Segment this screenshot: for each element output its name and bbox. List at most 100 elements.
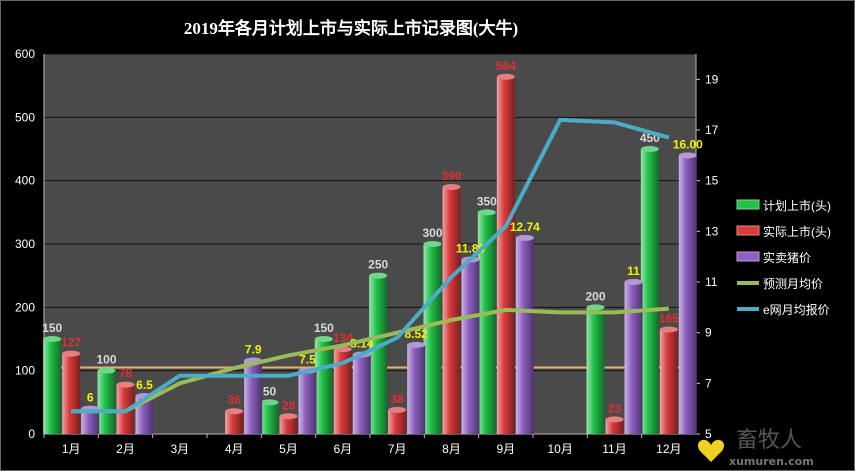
line-series-1 [71,117,670,414]
legend-swatch [736,199,760,210]
x-tick-label: 6月 [333,442,352,456]
bar-cap [225,408,244,415]
data-label: 6 [87,391,94,405]
y2-tick-label: 17 [705,123,719,137]
bar-cap [659,326,678,333]
legend-label: 预测月均价 [763,277,823,291]
legend-swatch [736,225,760,236]
legend-label: 实卖猪价 [763,250,811,265]
x-tick-label: 12月 [656,442,681,456]
data-label: 16.00 [673,137,703,151]
bar-2-0 [81,408,100,434]
x-tick-label: 4月 [225,442,244,456]
x-tick-label: 7月 [388,442,407,456]
bar-2-5 [352,354,371,434]
bar-1-3 [225,411,244,434]
data-label: 7.5 [299,353,316,367]
data-label: 564 [496,59,516,73]
data-label: 78 [119,367,133,381]
data-label: 390 [441,169,461,183]
bar-cap [314,336,333,342]
y2-tick-label: 5 [705,427,712,441]
legend-label: 计划上市(头) [763,198,831,213]
bar-cap [442,184,461,190]
data-label: 200 [585,289,605,303]
bar-1-10 [605,419,624,434]
y-tick-label: 300 [15,237,35,251]
y2-tick-label: 13 [705,224,719,238]
bar-0-10 [586,307,605,434]
data-label: 250 [368,258,388,272]
data-label: 165 [659,312,679,326]
legend-label: 实际上市(头) [763,224,831,239]
y-tick-label: 200 [15,300,35,314]
watermark-chars: 畜牧人 [736,428,802,453]
bar-0-0 [43,339,62,434]
x-tick-label: 1月 [62,442,81,456]
y-tick-label: 400 [15,174,35,188]
data-label: 11 [627,264,640,278]
data-label: 134 [333,331,353,345]
bar-2-3 [244,360,263,434]
bar-cap [515,234,534,241]
bar-0-6 [369,275,388,434]
x-tick-label: 3月 [170,442,189,456]
bar-2-10 [624,282,643,434]
bar-0-8 [477,212,496,434]
bar-cap [62,350,81,357]
x-tick-label: 8月 [442,442,461,456]
bar-cap [624,279,643,285]
y-tick-label: 500 [15,110,35,124]
bar-cap [369,272,388,279]
bar-cap [640,146,659,152]
bar-2-7 [461,259,480,434]
bar-0-1 [97,370,116,434]
bar-cap [279,413,298,420]
y2-tick-label: 11 [705,275,718,289]
chart-title: 2019年各月计划上市与实际上市记录图(大牛) [184,18,518,38]
bar-1-7 [442,187,461,434]
bar-cap [605,416,624,423]
legend-swatch [736,251,760,262]
bar-cap [407,341,426,348]
bar-2-4 [298,370,317,434]
bar-cap [388,406,407,413]
data-label: 12.74 [510,220,540,234]
bar-0-4 [260,402,279,434]
heart-icon [697,439,725,462]
bar-2-8 [515,237,534,434]
line-series-0 [71,306,669,414]
data-label: 28 [282,398,296,412]
y2-tick-label: 15 [705,174,719,188]
bar-1-4 [279,416,298,434]
data-label: 6.5 [136,378,153,392]
y-tick-label: 100 [15,364,35,378]
watermark-url: xumuren.com [729,455,814,468]
bar-1-5 [333,349,352,434]
data-label: 350 [477,194,497,208]
data-label: 23 [608,401,622,415]
data-label: 38 [390,392,404,406]
y2-tick-label: 19 [705,72,719,86]
y2-tick-label: 7 [705,376,712,390]
x-tick-label: 11月 [602,442,626,456]
data-label: 150 [314,321,334,335]
bar-cap [477,209,496,216]
bar-2-6 [407,344,426,434]
data-label: 150 [42,321,62,335]
bar-1-6 [388,409,407,434]
bar-cap [97,367,116,374]
data-label: 127 [61,336,81,350]
bar-cap [260,399,279,406]
bar-0-11 [640,149,659,434]
bar-cap [423,241,442,247]
x-tick-label: 10月 [547,442,572,456]
bar-1-11 [659,329,678,434]
data-label: 36 [227,393,241,407]
plot-area: 0 100 200 300 400 500 600 5 7 9 11 13 15 17 19 1月 2月 3月 4月… [15,47,719,456]
data-label: 100 [96,353,116,367]
x-tick-label: 2月 [116,442,135,456]
bar-1-0 [62,353,81,434]
